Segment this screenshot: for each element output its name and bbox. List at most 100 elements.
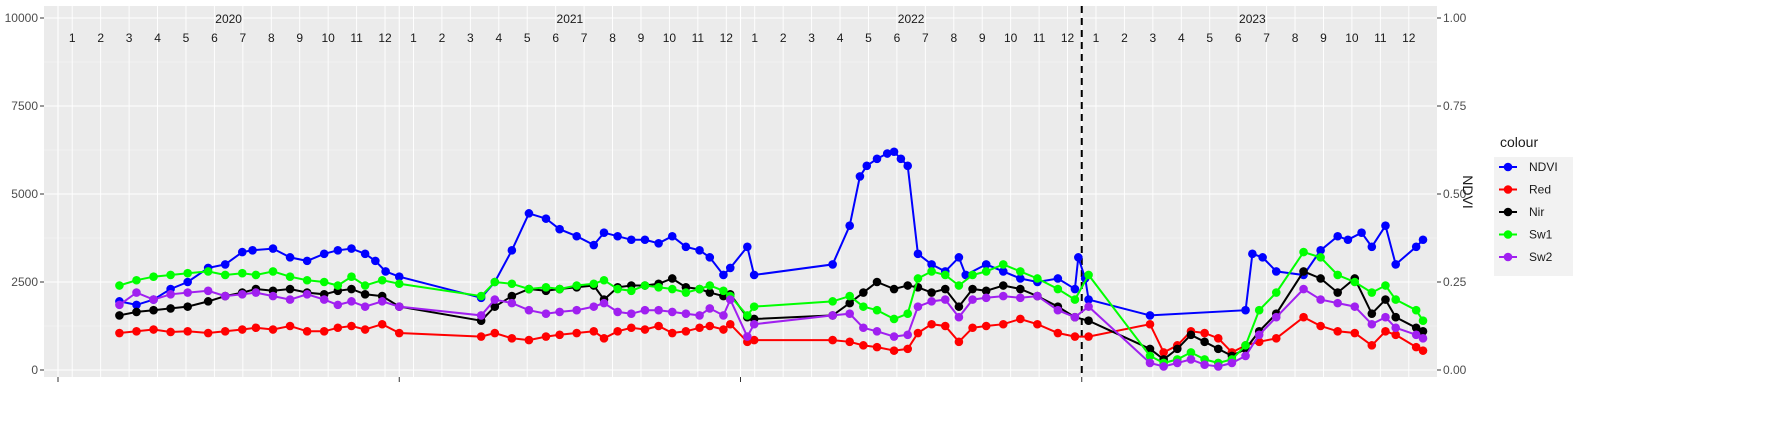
- data-point-red: [695, 323, 704, 333]
- month-label: 9: [979, 31, 986, 45]
- data-point-ndvi: [555, 224, 564, 234]
- data-point-sw1: [476, 291, 486, 301]
- month-label: 7: [922, 31, 929, 45]
- data-point-ndvi: [743, 242, 752, 252]
- data-point-sw2: [555, 307, 564, 317]
- data-point-sw2: [828, 311, 837, 320]
- data-point-sw2: [1381, 312, 1390, 322]
- data-point-sw1: [237, 268, 247, 278]
- data-point-sw1: [347, 272, 356, 282]
- month-label: 9: [638, 31, 645, 45]
- data-point-red: [302, 326, 312, 336]
- data-point-sw1: [613, 284, 622, 294]
- data-point-sw2: [1241, 351, 1250, 361]
- data-point-sw2: [927, 297, 936, 306]
- data-point-ndvi: [507, 246, 517, 255]
- data-point-red: [667, 328, 677, 338]
- data-point-sw2: [1213, 362, 1223, 371]
- data-point-sw1: [166, 270, 175, 280]
- data-point-ndvi: [1084, 295, 1093, 304]
- data-point-ndvi: [882, 149, 892, 158]
- data-point-ndvi: [1411, 242, 1421, 252]
- data-point-sw1: [132, 275, 141, 285]
- data-point-red: [599, 334, 609, 343]
- data-point-sw2: [1159, 362, 1168, 371]
- data-point-sw2: [572, 305, 581, 315]
- data-point-red: [319, 326, 329, 336]
- data-point-ndvi: [705, 253, 715, 262]
- data-point-ndvi: [572, 231, 581, 241]
- month-label: 11: [1374, 31, 1387, 45]
- right-tick-label: 1.00: [1443, 11, 1467, 25]
- data-point-ndvi: [347, 244, 356, 253]
- data-point-nir: [872, 277, 882, 287]
- data-point-red: [1316, 321, 1325, 331]
- data-point-ndvi: [1391, 260, 1400, 269]
- data-point-sw2: [490, 295, 500, 304]
- data-point-sw2: [166, 290, 175, 299]
- data-point-sw2: [954, 312, 964, 322]
- month-label: 11: [1033, 31, 1046, 45]
- data-point-red: [640, 325, 650, 334]
- data-point-red: [541, 332, 551, 341]
- right-axis-title: NDVI: [1460, 175, 1476, 208]
- data-point-sw2: [1016, 293, 1025, 303]
- left-tick-label: 5000: [11, 187, 38, 201]
- data-point-ndvi: [681, 242, 691, 252]
- data-point-sw1: [872, 305, 882, 315]
- legend-title: colour: [1500, 134, 1538, 150]
- data-point-nir: [1316, 274, 1325, 283]
- data-point-red: [968, 323, 977, 333]
- data-point-sw1: [115, 281, 124, 290]
- data-point-ndvi: [862, 161, 872, 171]
- data-point-ndvi: [889, 147, 899, 157]
- month-label: 4: [495, 31, 502, 45]
- data-point-red: [681, 326, 691, 336]
- data-point-sw2: [1033, 291, 1042, 301]
- data-point-nir: [360, 290, 370, 299]
- data-point-ndvi: [237, 247, 247, 257]
- data-point-sw2: [627, 309, 636, 318]
- data-point-sw2: [541, 309, 551, 318]
- data-point-red: [132, 326, 141, 336]
- data-point-nir: [1145, 344, 1155, 354]
- data-point-red: [476, 332, 486, 341]
- data-point-ndvi: [613, 231, 622, 241]
- data-point-sw1: [654, 282, 663, 292]
- data-point-sw2: [667, 307, 677, 317]
- data-point-sw1: [1391, 295, 1400, 304]
- data-point-red: [251, 323, 261, 333]
- data-point-nir: [149, 305, 158, 315]
- data-point-red: [1016, 314, 1025, 324]
- data-point-ndvi: [1248, 249, 1257, 259]
- data-point-nir: [667, 274, 677, 283]
- data-point-sw1: [490, 277, 500, 287]
- data-point-ndvi: [627, 235, 636, 245]
- month-label: 6: [552, 31, 559, 45]
- data-point-red: [705, 321, 715, 331]
- data-point-sw1: [1241, 341, 1250, 350]
- data-point-red: [1381, 326, 1390, 336]
- left-axis: 0 2500 5000 7500 10000: [5, 11, 44, 377]
- month-label: 5: [1206, 31, 1213, 45]
- data-point-ndvi: [695, 246, 704, 255]
- data-point-nir: [1186, 330, 1196, 340]
- month-label: 5: [524, 31, 531, 45]
- data-point-ndvi: [1074, 253, 1083, 262]
- month-label: 7: [1263, 31, 1270, 45]
- month-label: 6: [1235, 31, 1242, 45]
- month-label: 8: [950, 31, 957, 45]
- data-point-red: [872, 342, 882, 352]
- data-point-red: [903, 344, 913, 354]
- data-point-sw1: [268, 267, 278, 276]
- data-point-nir: [285, 284, 295, 294]
- month-label: 1: [1093, 31, 1100, 45]
- data-point-sw1: [903, 309, 913, 318]
- data-point-red: [828, 335, 837, 345]
- data-point-ndvi: [1053, 274, 1063, 283]
- legend-label: Sw1: [1529, 228, 1553, 242]
- data-point-ndvi: [981, 260, 991, 269]
- year-label: 2022: [898, 12, 925, 26]
